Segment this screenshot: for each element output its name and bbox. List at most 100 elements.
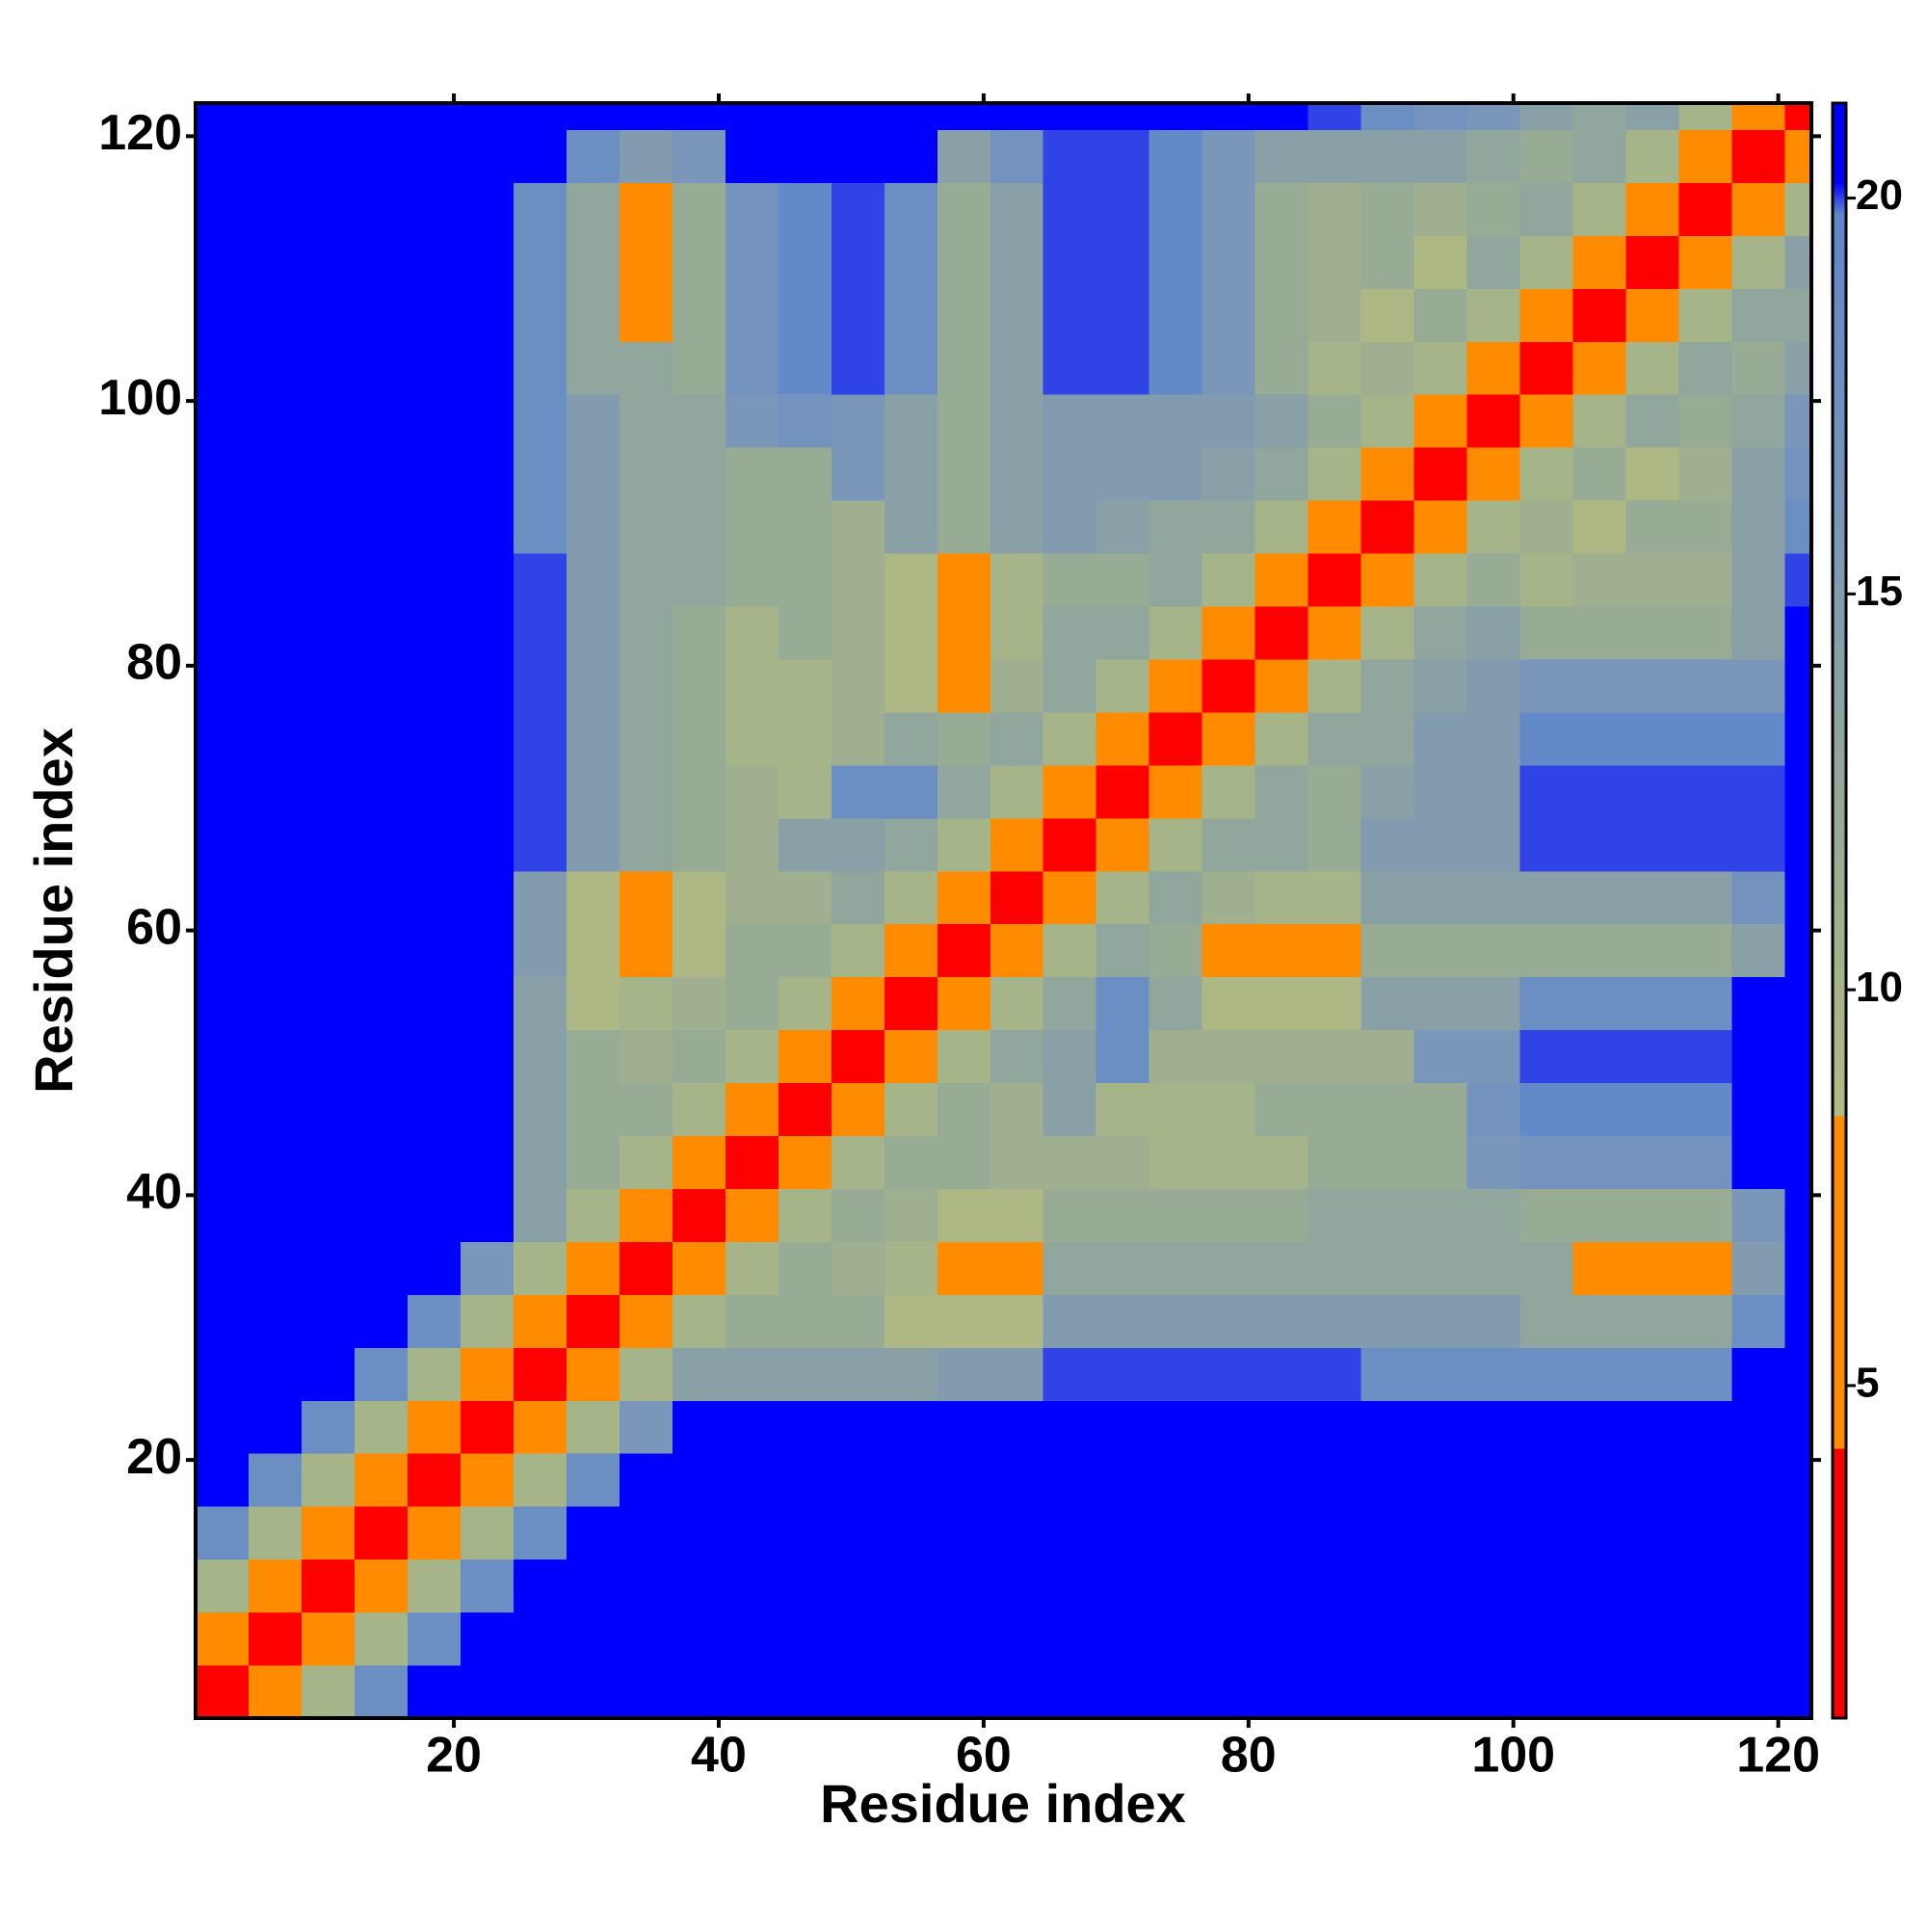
heatmap-cell — [460, 1135, 515, 1189]
heatmap-cell — [672, 606, 726, 660]
heatmap-cell — [1095, 500, 1150, 554]
heatmap-cell — [1148, 103, 1203, 130]
heatmap-cell — [1678, 1612, 1733, 1666]
heatmap-cell — [1043, 1082, 1097, 1137]
heatmap-cell — [1413, 1294, 1468, 1348]
heatmap-cell — [937, 658, 991, 713]
heatmap-cell — [1731, 1188, 1786, 1242]
heatmap-cell — [778, 1135, 832, 1189]
heatmap-cell — [990, 553, 1044, 607]
heatmap-cell — [1572, 447, 1627, 501]
colorbar-tick-label: 15 — [1856, 568, 1903, 615]
heatmap-cell — [1784, 1188, 1812, 1242]
heatmap-cell — [460, 1029, 515, 1084]
heatmap-cell — [1572, 394, 1627, 448]
heatmap-cell — [513, 1665, 568, 1719]
heatmap-cell — [1360, 976, 1415, 1031]
heatmap-cell — [1413, 1612, 1468, 1666]
heatmap-cell — [566, 1347, 620, 1401]
heatmap-cell — [196, 288, 250, 342]
heatmap-cell — [990, 1082, 1044, 1137]
heatmap-cell — [1784, 923, 1812, 978]
heatmap-cell — [990, 129, 1044, 183]
heatmap-cell — [831, 658, 885, 713]
heatmap-cell — [196, 711, 250, 766]
heatmap-cell — [1572, 129, 1627, 183]
heatmap-cell — [1519, 658, 1574, 713]
heatmap-cell — [937, 1453, 991, 1507]
heatmap-cell — [1784, 1665, 1812, 1719]
heatmap-cell — [248, 1294, 303, 1348]
heatmap-cell — [1466, 1506, 1521, 1560]
heatmap-cell — [937, 1347, 991, 1401]
heatmap-cell — [778, 1612, 832, 1666]
heatmap-cell — [1731, 182, 1786, 236]
heatmap-cell — [1413, 923, 1468, 978]
heatmap-cell — [1572, 553, 1627, 607]
heatmap-cell — [1095, 1135, 1150, 1189]
heatmap-cell — [1572, 1612, 1627, 1666]
heatmap-cell — [513, 1135, 568, 1189]
heatmap-cell — [248, 1400, 303, 1454]
heatmap-cell — [301, 447, 356, 501]
heatmap-cell — [1625, 923, 1680, 978]
heatmap-cell — [1519, 1612, 1574, 1666]
heatmap-cell — [407, 235, 462, 289]
heatmap-cell — [1625, 1347, 1680, 1401]
heatmap-cell — [1095, 1453, 1150, 1507]
heatmap-cell — [301, 1506, 356, 1560]
heatmap-cell — [566, 1294, 620, 1348]
heatmap-cell — [354, 129, 409, 183]
heatmap-cell — [1466, 764, 1521, 819]
heatmap-cell — [1254, 1135, 1309, 1189]
heatmap-cell — [1678, 1559, 1733, 1613]
heatmap-cell — [354, 103, 409, 130]
heatmap-cell — [248, 1347, 303, 1401]
heatmap-cell — [1254, 1347, 1309, 1401]
heatmap-cell — [619, 288, 673, 342]
heatmap-cell — [1678, 1294, 1733, 1348]
heatmap-cell — [1678, 1453, 1733, 1507]
heatmap-cell — [301, 1241, 356, 1295]
heatmap-cell — [1784, 1453, 1812, 1507]
heatmap-cell — [1360, 1241, 1415, 1295]
heatmap-cell — [1784, 1559, 1812, 1613]
heatmap-cell — [1625, 1082, 1680, 1137]
heatmap-cell — [407, 103, 462, 130]
heatmap-cell — [778, 923, 832, 978]
heatmap-cell — [1254, 235, 1309, 289]
heatmap-cell — [778, 1082, 832, 1137]
heatmap-cell — [937, 341, 991, 395]
heatmap-cell — [196, 1241, 250, 1295]
heatmap-cell — [1731, 103, 1786, 130]
heatmap-cell — [1095, 394, 1150, 448]
heatmap-cell — [1360, 288, 1415, 342]
heatmap-cell — [1307, 1665, 1362, 1719]
heatmap-cell — [1466, 1082, 1521, 1137]
heatmap-cell — [1466, 658, 1521, 713]
heatmap-cell — [1572, 976, 1627, 1031]
heatmap-cell — [1784, 235, 1812, 289]
heatmap-cell — [1678, 1665, 1733, 1719]
heatmap-cell — [1360, 394, 1415, 448]
heatmap-cell — [1572, 235, 1627, 289]
heatmap-cell — [513, 129, 568, 183]
heatmap-cell — [1095, 711, 1150, 766]
heatmap-cell — [1254, 711, 1309, 766]
heatmap-cell — [1572, 606, 1627, 660]
heatmap-cell — [778, 288, 832, 342]
heatmap-cell — [1254, 976, 1309, 1031]
heatmap-cell — [354, 606, 409, 660]
heatmap-cell — [1519, 1347, 1574, 1401]
heatmap-cell — [990, 923, 1044, 978]
heatmap-cell — [937, 447, 991, 501]
heatmap-cell — [248, 1241, 303, 1295]
heatmap-cell — [778, 235, 832, 289]
heatmap-cell — [1625, 1029, 1680, 1084]
heatmap-cell — [1784, 288, 1812, 342]
x-tick-label: 20 — [426, 1728, 482, 1784]
heatmap-cell — [778, 1294, 832, 1348]
heatmap-cell — [1201, 341, 1256, 395]
heatmap-cell — [1095, 1188, 1150, 1242]
